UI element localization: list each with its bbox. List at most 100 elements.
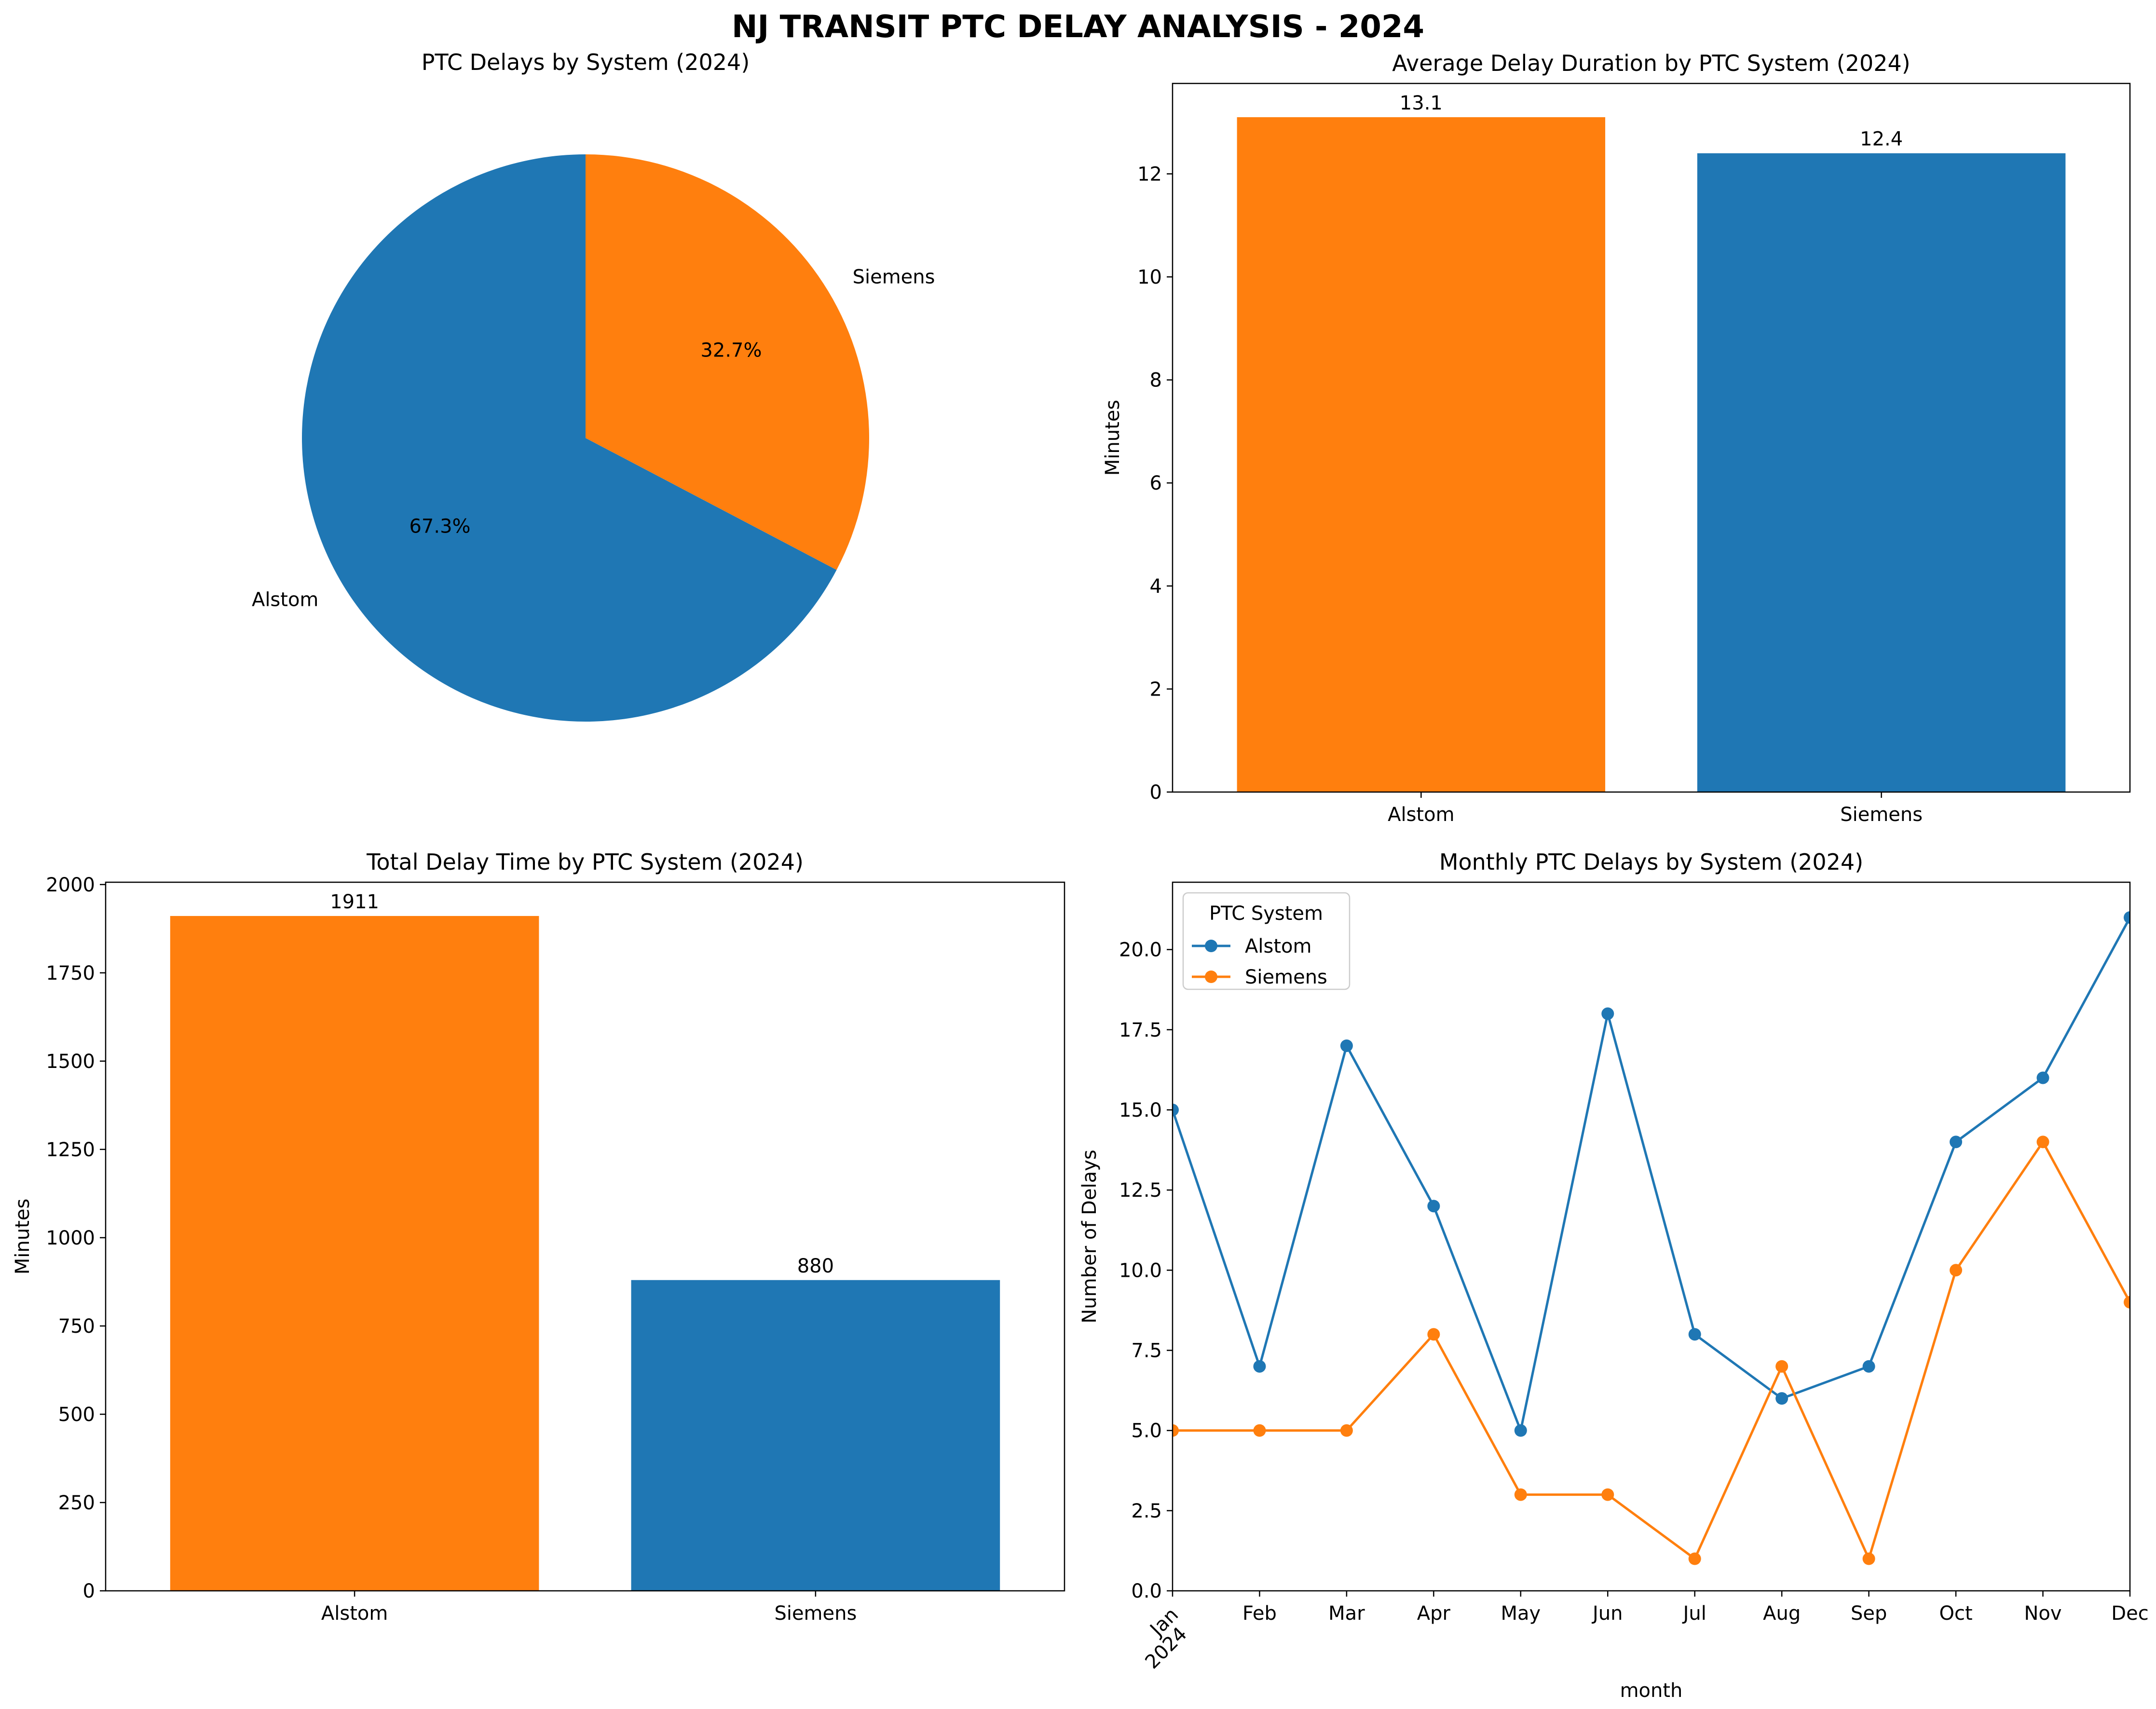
- avg-delay-bar-siemens: [1697, 153, 2066, 792]
- monthly-legend-box: [1182, 892, 1351, 990]
- monthly-point-alstom: [1253, 1360, 1266, 1373]
- monthly-legend-label-siemens: Siemens: [1245, 966, 1327, 988]
- total-delay-ytick-label: 0: [83, 1580, 95, 1602]
- total-delay-axes-frame: [105, 881, 1065, 1592]
- monthly-point-siemens: [1427, 1328, 1440, 1341]
- monthly-xtick-label-oct: Oct: [1939, 1602, 1973, 1625]
- avg-delay-ytick-label: 6: [1150, 472, 1162, 494]
- total-delay-xtick-label-alstom: Alstom: [321, 1602, 388, 1625]
- monthly-legend-marker-alstom: [1205, 940, 1217, 952]
- avg-delay-ytick-label: 8: [1150, 369, 1162, 392]
- total-delay-ytick-label: 1000: [46, 1227, 95, 1249]
- monthly-point-siemens: [1775, 1360, 1788, 1373]
- monthly-title: Monthly PTC Delays by System (2024): [1439, 849, 1863, 875]
- total-delay-ytick-label: 1750: [46, 962, 95, 984]
- pie-title: PTC Delays by System (2024): [422, 49, 750, 75]
- figure-title: NJ TRANSIT PTC DELAY ANALYSIS - 2024: [732, 9, 1424, 45]
- monthly-legend-marker-siemens: [1205, 971, 1217, 983]
- avg-delay-ytick-label: 10: [1137, 266, 1162, 288]
- monthly-ytick-label: 15.0: [1119, 1099, 1162, 1121]
- monthly-point-alstom: [1514, 1424, 1527, 1437]
- monthly-point-siemens: [1862, 1552, 1875, 1565]
- monthly-xtick-label-jul: Jul: [1682, 1602, 1706, 1625]
- pie-pct-alstom: 67.3%: [409, 515, 470, 537]
- monthly-ytick-label: 20.0: [1119, 939, 1162, 961]
- monthly-xtick-label-nov: Nov: [2024, 1602, 2062, 1625]
- total-delay-title: Total Delay Time by PTC System (2024): [366, 849, 804, 875]
- pie-chart-delays-by-system: PTC Delays by System (2024) Alstom 67.3% Si…: [252, 49, 935, 722]
- monthly-ytick-label: 2.5: [1131, 1500, 1162, 1522]
- monthly-xtick-label-aug: Aug: [1763, 1602, 1801, 1625]
- total-delay-ytick-label: 1500: [46, 1051, 95, 1073]
- avg-delay-ylabel: Minutes: [1102, 400, 1124, 476]
- total-delay-xtick-label-siemens: Siemens: [774, 1602, 857, 1625]
- bar-chart-total-delay: Total Delay Time by PTC System (2024) 191…: [12, 849, 1065, 1625]
- monthly-ytick-label: 10.0: [1119, 1259, 1162, 1282]
- total-delay-data-label-siemens: 880: [797, 1255, 834, 1277]
- total-delay-ytick-label: 250: [58, 1492, 95, 1514]
- avg-delay-data-label-siemens: 12.4: [1860, 128, 1903, 150]
- monthly-point-siemens: [1173, 1424, 1179, 1437]
- total-delay-bar-siemens: [631, 1280, 1000, 1591]
- monthly-point-siemens: [2124, 1296, 2130, 1309]
- monthly-point-alstom: [1688, 1328, 1701, 1341]
- monthly-xtick-label-apr: Apr: [1417, 1602, 1451, 1625]
- monthly-point-alstom: [1601, 1007, 1614, 1020]
- avg-delay-ytick-label: 4: [1150, 575, 1162, 598]
- avg-delay-title: Average Delay Duration by PTC System (20…: [1392, 50, 1910, 76]
- monthly-axes-frame: [1172, 881, 2131, 1592]
- total-delay-ytick-label: 2000: [46, 874, 95, 896]
- monthly-xlabel: month: [1620, 1680, 1683, 1702]
- total-delay-ylabel: Minutes: [12, 1199, 34, 1274]
- monthly-point-siemens: [1950, 1264, 1963, 1277]
- total-delay-ytick-label: 500: [58, 1404, 95, 1426]
- monthly-legend-title: PTC System: [1209, 902, 1323, 925]
- monthly-xtick-label-jun: Jun: [1591, 1602, 1623, 1625]
- monthly-point-siemens: [1514, 1488, 1527, 1501]
- monthly-point-alstom: [1173, 1103, 1179, 1116]
- avg-delay-xtick-label-alstom: Alstom: [1388, 804, 1454, 826]
- avg-delay-ytick-label: 12: [1137, 163, 1162, 185]
- monthly-point-alstom: [1950, 1135, 1963, 1148]
- pie-pct-siemens: 32.7%: [700, 340, 762, 362]
- avg-delay-ytick-label: 2: [1150, 678, 1162, 700]
- monthly-point-siemens: [1340, 1424, 1353, 1437]
- pie-label-siemens: Siemens: [853, 266, 935, 288]
- bar-chart-average-delay: Average Delay Duration by PTC System (20…: [1102, 50, 2131, 826]
- avg-delay-bar-alstom: [1237, 117, 1606, 792]
- monthly-point-siemens: [1253, 1424, 1266, 1437]
- monthly-point-alstom: [1427, 1200, 1440, 1213]
- monthly-ytick-label: 0.0: [1131, 1580, 1162, 1602]
- avg-delay-xtick-label-siemens: Siemens: [1840, 804, 1923, 826]
- monthly-xtick-label-mar: Mar: [1328, 1602, 1365, 1625]
- monthly-xtick-label-feb: Feb: [1242, 1602, 1277, 1625]
- monthly-legend-label-alstom: Alstom: [1245, 935, 1311, 957]
- monthly-xtick-label-dec: Dec: [2111, 1602, 2148, 1625]
- total-delay-bar-alstom: [170, 916, 539, 1591]
- avg-delay-ytick-label: 0: [1150, 781, 1162, 804]
- monthly-xtick-label-may: May: [1501, 1602, 1541, 1625]
- monthly-ytick-label: 12.5: [1119, 1179, 1162, 1202]
- line-chart-monthly-delays: Monthly PTC Delays by System (2024) 0.0 2.…: [1078, 849, 2149, 1702]
- total-delay-ytick-label: 750: [58, 1315, 95, 1338]
- avg-delay-data-label-alstom: 13.1: [1400, 92, 1443, 114]
- pie-label-alstom: Alstom: [252, 588, 318, 611]
- monthly-line-alstom: [1173, 916, 2130, 1435]
- total-delay-data-label-alstom: 1911: [330, 891, 379, 913]
- avg-delay-axes-frame: [1172, 82, 2131, 793]
- monthly-point-alstom: [1340, 1039, 1353, 1052]
- monthly-ytick-label: 5.0: [1131, 1420, 1162, 1442]
- monthly-ytick-label: 7.5: [1131, 1340, 1162, 1362]
- monthly-xtick-label-sep: Sep: [1851, 1602, 1887, 1625]
- monthly-point-siemens: [1688, 1552, 1701, 1565]
- monthly-series-group: [1173, 911, 2130, 1565]
- monthly-line-siemens: [1173, 1139, 2130, 1562]
- pie-slice-siemens: [586, 154, 869, 570]
- monthly-point-alstom: [2036, 1071, 2049, 1084]
- monthly-point-alstom: [1775, 1392, 1788, 1405]
- monthly-point-siemens: [2036, 1135, 2049, 1148]
- monthly-point-siemens: [1601, 1488, 1614, 1501]
- monthly-point-alstom: [2124, 911, 2130, 924]
- pie-slice-alstom: [301, 154, 837, 722]
